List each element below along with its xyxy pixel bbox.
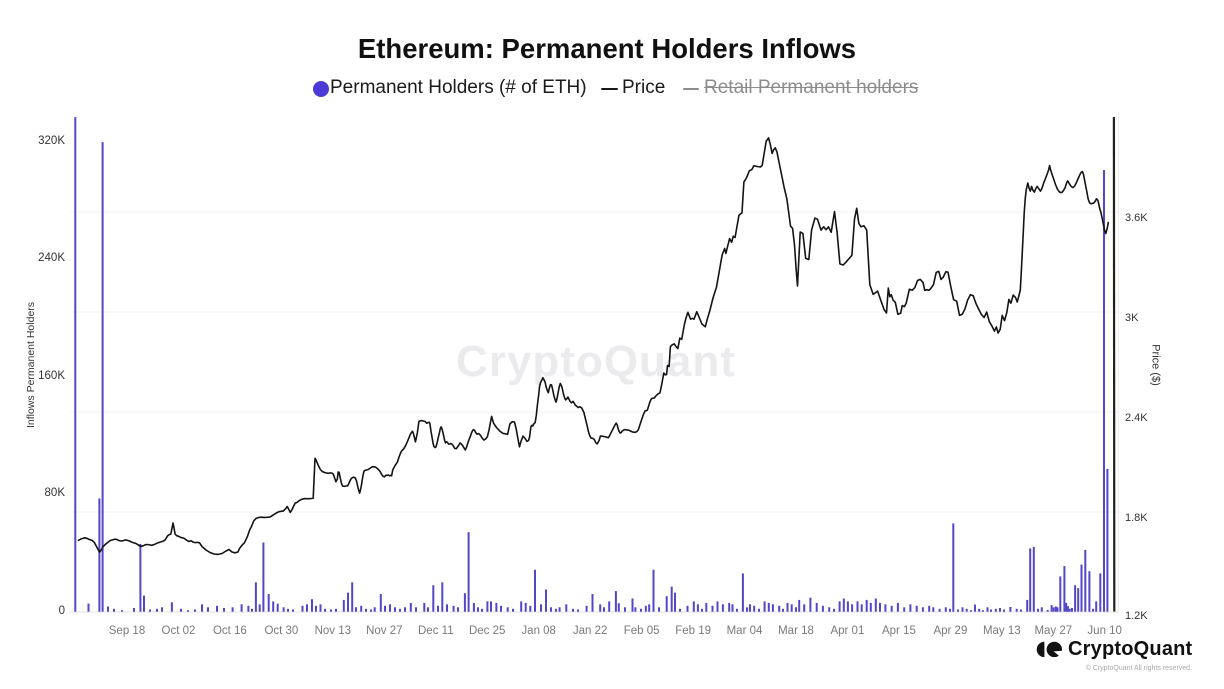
svg-text:Mar 04: Mar 04 [727, 625, 763, 637]
svg-text:3K: 3K [1125, 312, 1139, 324]
svg-text:2.4K: 2.4K [1125, 412, 1148, 424]
svg-text:Dec 11: Dec 11 [418, 625, 454, 637]
svg-text:Nov 27: Nov 27 [366, 625, 402, 637]
svg-text:Apr 29: Apr 29 [933, 625, 967, 637]
svg-text:May 27: May 27 [1034, 625, 1072, 637]
svg-text:Oct 02: Oct 02 [162, 625, 196, 637]
svg-text:160K: 160K [38, 370, 65, 382]
svg-text:3.6K: 3.6K [1125, 212, 1148, 224]
svg-text:Apr 01: Apr 01 [830, 625, 864, 637]
svg-text:Jan 08: Jan 08 [521, 625, 556, 637]
svg-text:May 13: May 13 [983, 625, 1021, 637]
svg-text:320K: 320K [38, 135, 65, 147]
svg-text:240K: 240K [38, 252, 65, 264]
svg-text:1.2K: 1.2K [1125, 610, 1148, 622]
svg-text:0: 0 [59, 605, 65, 617]
svg-text:Mar 18: Mar 18 [778, 625, 814, 637]
svg-text:Nov 13: Nov 13 [315, 625, 351, 637]
svg-text:Oct 16: Oct 16 [213, 625, 247, 637]
svg-text:80K: 80K [45, 487, 66, 499]
svg-text:Oct 30: Oct 30 [264, 625, 298, 637]
svg-text:Price ($): Price ($) [1150, 344, 1162, 386]
svg-text:Feb 19: Feb 19 [675, 625, 711, 637]
svg-text:Apr 15: Apr 15 [882, 625, 916, 637]
svg-text:Jun 10: Jun 10 [1087, 625, 1122, 637]
svg-text:Jan 22: Jan 22 [573, 625, 608, 637]
svg-text:1.8K: 1.8K [1125, 512, 1148, 524]
svg-text:Inflows Permanent Holders: Inflows Permanent Holders [25, 302, 37, 428]
svg-text:Feb 05: Feb 05 [624, 625, 660, 637]
svg-text:Sep 18: Sep 18 [109, 625, 145, 637]
svg-text:Dec 25: Dec 25 [469, 625, 505, 637]
